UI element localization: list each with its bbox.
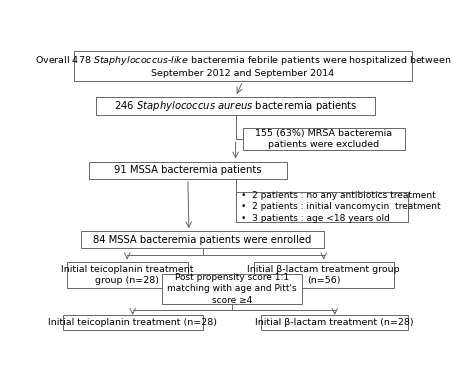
Text: 246 $\it{Staphylococcus}$ $\it{aureus}$ bacteremia patients: 246 $\it{Staphylococcus}$ $\it{aureus}$ … [114, 99, 357, 113]
Text: Post propensity score 1:1
matching with age and Pitt's
score ≥4: Post propensity score 1:1 matching with … [167, 273, 297, 305]
FancyBboxPatch shape [63, 315, 202, 330]
FancyBboxPatch shape [243, 128, 405, 150]
FancyBboxPatch shape [82, 231, 324, 248]
FancyBboxPatch shape [261, 315, 408, 330]
Text: Initial β-lactam treatment group
(n=56): Initial β-lactam treatment group (n=56) [247, 265, 400, 285]
FancyBboxPatch shape [66, 262, 188, 288]
Text: 91 MSSA bacteremia patients: 91 MSSA bacteremia patients [114, 165, 262, 175]
Text: Overall 478 $\it{Staphylococcus}$-$\it{like}$ bacteremia febrile patients were h: Overall 478 $\it{Staphylococcus}$-$\it{l… [35, 53, 451, 78]
Text: Initial teicoplanin treatment
group (n=28): Initial teicoplanin treatment group (n=2… [61, 265, 193, 285]
Text: Initial β-lactam treatment (n=28): Initial β-lactam treatment (n=28) [255, 318, 414, 327]
Text: 84 MSSA bacteremia patients were enrolled: 84 MSSA bacteremia patients were enrolle… [93, 234, 312, 245]
FancyBboxPatch shape [74, 50, 412, 81]
FancyBboxPatch shape [89, 162, 287, 179]
FancyBboxPatch shape [254, 262, 393, 288]
Text: 155 (63%) MRSA bacteremia
patients were excluded: 155 (63%) MRSA bacteremia patients were … [255, 129, 392, 150]
FancyBboxPatch shape [96, 97, 375, 116]
FancyBboxPatch shape [162, 274, 301, 304]
FancyBboxPatch shape [236, 192, 408, 222]
Text: •  2 patients : no any antibiotics treatment
•  2 patients : initial vancomycin : • 2 patients : no any antibiotics treatm… [241, 191, 441, 223]
Text: Initial teicoplanin treatment (n=28): Initial teicoplanin treatment (n=28) [48, 318, 217, 327]
